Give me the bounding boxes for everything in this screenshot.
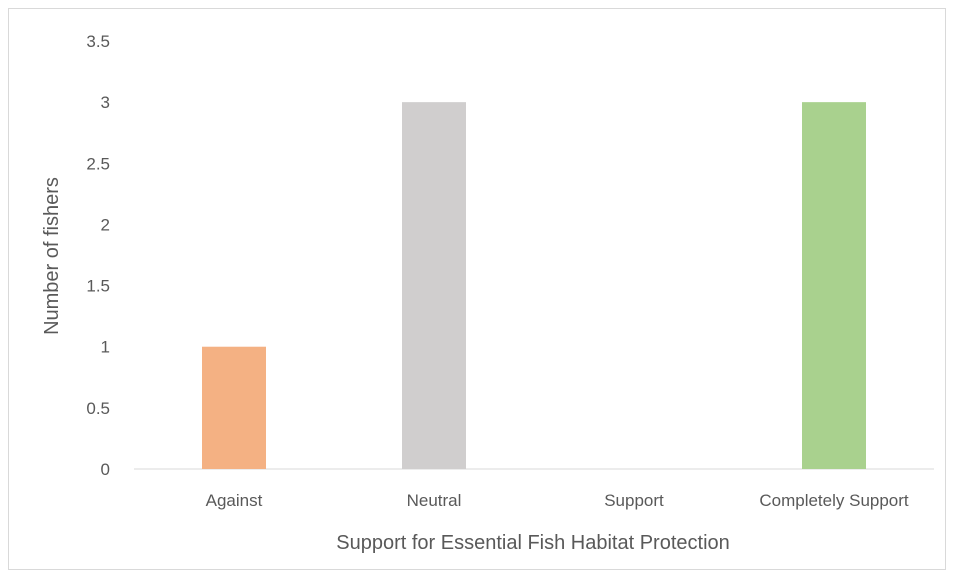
x-tick-label: Neutral xyxy=(407,491,462,510)
y-tick-label: 3.5 xyxy=(86,32,110,51)
y-tick-label: 2.5 xyxy=(86,154,110,173)
bar-neutral xyxy=(402,102,466,470)
x-tick-label: Completely Support xyxy=(759,491,909,510)
chart-frame xyxy=(8,8,946,570)
y-axis-ticks: 0 0.5 1 1.5 2 2.5 3 3.5 xyxy=(86,32,110,479)
y-tick-label: 3 xyxy=(101,93,110,112)
y-axis-title: Number of fishers xyxy=(41,177,63,335)
bar-completely-support xyxy=(802,102,866,470)
x-axis-ticks: Against Neutral Support Completely Support xyxy=(206,491,909,510)
x-tick-label: Support xyxy=(604,491,664,510)
x-tick-label: Against xyxy=(206,491,263,510)
y-tick-label: 1 xyxy=(101,338,110,357)
bar-against xyxy=(202,346,266,469)
y-tick-label: 2 xyxy=(101,215,110,234)
y-tick-label: 0.5 xyxy=(86,399,110,418)
y-tick-label: 0 xyxy=(101,460,110,479)
x-axis-title: Support for Essential Fish Habitat Prote… xyxy=(336,532,730,554)
bars xyxy=(202,102,866,470)
y-tick-label: 1.5 xyxy=(86,277,110,296)
